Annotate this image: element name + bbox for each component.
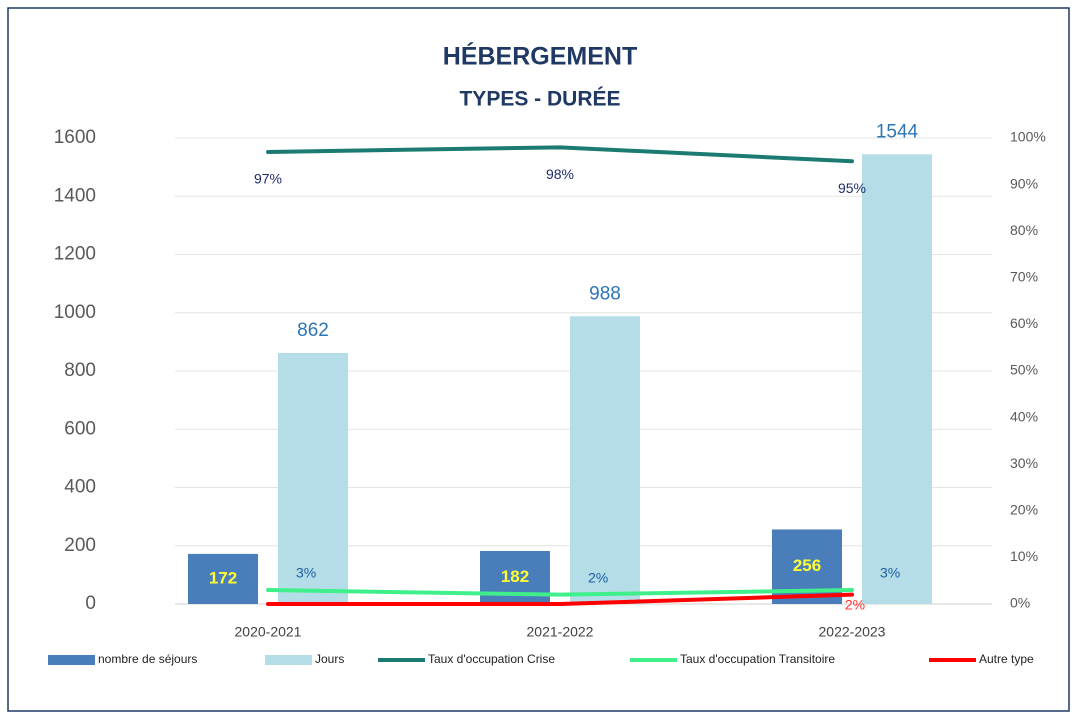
data-label: 3%	[296, 565, 316, 581]
data-label: 988	[589, 283, 621, 304]
y-tick-label: 1200	[54, 244, 96, 265]
y2-tick-label: 100%	[1010, 129, 1046, 145]
y-tick-label: 800	[64, 360, 96, 381]
y-tick-label: 600	[64, 418, 96, 439]
data-label: 862	[297, 320, 329, 341]
bar	[570, 316, 640, 604]
data-label: 3%	[880, 565, 900, 581]
y2-tick-label: 70%	[1010, 269, 1038, 285]
y-tick-label: 1400	[54, 185, 96, 206]
line-series	[266, 145, 854, 164]
y2-tick-label: 60%	[1010, 315, 1038, 331]
legend-label: Taux d'occupation Crise	[428, 652, 555, 666]
y2-tick-label: 40%	[1010, 408, 1038, 424]
line-series	[266, 588, 854, 597]
y2-tick-label: 30%	[1010, 455, 1038, 471]
legend-label: Autre type	[979, 652, 1034, 666]
legend-swatch	[265, 655, 312, 665]
chart-subtitle: TYPES - DURÉE	[459, 88, 620, 111]
bar	[278, 352, 348, 604]
chart-title: HÉBERGEMENT	[443, 42, 637, 71]
data-label: 2%	[845, 596, 865, 612]
bar	[862, 154, 932, 604]
data-label: 172	[209, 568, 237, 587]
y2-tick-label: 90%	[1010, 175, 1038, 191]
data-label: 182	[501, 567, 529, 586]
data-label: 98%	[546, 166, 574, 182]
y2-tick-label: 10%	[1010, 548, 1038, 564]
y-tick-label: 1000	[54, 302, 96, 323]
y2-tick-label: 80%	[1010, 222, 1038, 238]
data-label: 97%	[254, 171, 282, 187]
y-tick-label: 0	[85, 593, 96, 614]
y2-tick-label: 0%	[1010, 595, 1030, 611]
x-tick-label: 2020-2021	[235, 624, 302, 640]
legend-label: Taux d'occupation Transitoire	[680, 652, 835, 666]
line-series	[266, 592, 854, 606]
y-tick-label: 400	[64, 477, 96, 498]
legend-label: Jours	[315, 652, 344, 666]
data-label: 256	[793, 556, 821, 575]
x-tick-label: 2022-2023	[819, 624, 886, 640]
x-tick-label: 2021-2022	[527, 624, 594, 640]
bar	[188, 553, 258, 604]
legend-swatch	[48, 655, 95, 665]
data-label: 1544	[876, 121, 919, 142]
y2-tick-label: 20%	[1010, 502, 1038, 518]
data-label: 2%	[588, 569, 608, 585]
y2-tick-label: 50%	[1010, 362, 1038, 378]
data-label: 95%	[838, 180, 866, 196]
y-tick-label: 1600	[54, 127, 96, 148]
y-tick-label: 200	[64, 535, 96, 556]
legend-label: nombre de séjours	[98, 652, 197, 666]
